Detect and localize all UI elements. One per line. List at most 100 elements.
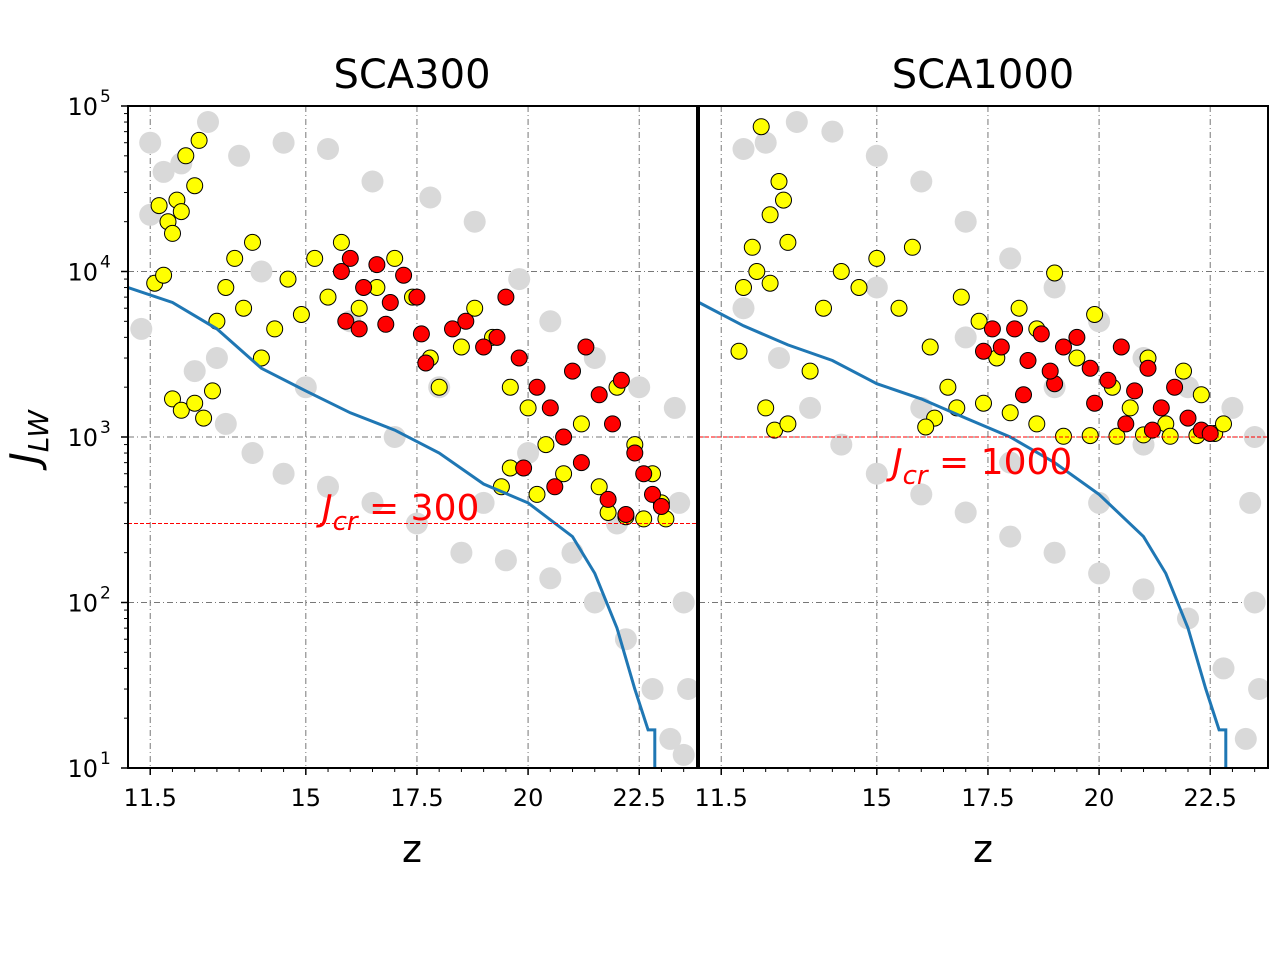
grid <box>128 106 697 769</box>
scatter-point <box>1081 359 1099 377</box>
scatter-point <box>228 144 251 167</box>
scatter-point <box>472 491 495 514</box>
scatter-point <box>865 144 888 167</box>
scatter-point <box>150 197 168 215</box>
scatter-point <box>644 485 661 503</box>
scatter-point <box>279 270 297 288</box>
scatter-point <box>528 485 546 503</box>
scatter-point <box>395 266 413 284</box>
scatter-point <box>272 462 295 485</box>
scatter-point <box>272 131 295 154</box>
scatter-point <box>668 491 691 514</box>
scatter-point <box>850 279 868 296</box>
scatter-point <box>1175 362 1192 380</box>
scatter-point <box>1221 396 1244 419</box>
y-tick-exponent: 3 <box>100 418 111 438</box>
scatter-point <box>1019 352 1037 369</box>
panel-sca1000: SCA1000 z Jcr = 1000 11.5 15 17.5 20 22.5 <box>695 52 1269 871</box>
scatter-point <box>217 279 235 296</box>
scatter-point <box>1028 415 1046 433</box>
scatter-point <box>1112 338 1130 356</box>
scatter-point <box>628 376 651 399</box>
curve-line <box>699 301 1228 768</box>
scatter-point <box>890 299 908 317</box>
scatter-point <box>475 338 493 356</box>
scatter-point <box>337 312 355 330</box>
scatter-point <box>537 436 555 454</box>
scatter-point <box>450 541 473 564</box>
scatter-point <box>494 549 517 572</box>
scatter-point <box>1088 491 1111 514</box>
threshold-label: Jcr = 300 <box>316 488 479 537</box>
points-candidates <box>730 118 1232 445</box>
scatter-point <box>1234 727 1257 750</box>
scatter-point <box>970 312 988 330</box>
points-candidates <box>146 131 675 528</box>
scatter-point <box>1001 404 1019 422</box>
scatter-point <box>1132 578 1155 601</box>
scatter-point <box>186 177 204 195</box>
curve-line <box>128 286 657 768</box>
scatter-point <box>635 465 653 483</box>
scatter-point <box>408 288 426 306</box>
scatter-point <box>186 394 204 412</box>
threshold-subscript: cr <box>903 461 930 491</box>
scatter-point <box>779 415 797 433</box>
scatter-point <box>663 396 686 419</box>
scatter-point <box>252 349 270 367</box>
x-axis-label: z <box>973 827 993 871</box>
scatter-point <box>361 170 384 193</box>
scatter-point <box>954 326 977 349</box>
scatter-point <box>244 233 261 251</box>
scatter-point <box>555 465 573 483</box>
scatter-point <box>350 320 368 338</box>
scatter-point <box>250 260 273 283</box>
scatter-point <box>1126 382 1144 400</box>
points-all-halos <box>130 111 697 766</box>
scatter-point <box>830 433 853 456</box>
scatter-point <box>1139 359 1157 377</box>
scatter-point <box>381 294 399 311</box>
scatter-point <box>1152 399 1170 417</box>
scatter-point <box>155 266 173 284</box>
scatter-point <box>555 428 573 446</box>
x-tick-label: 15 <box>291 784 322 812</box>
scatter-point <box>164 390 181 408</box>
scatter-point <box>1192 386 1210 404</box>
scatter-point <box>1055 427 1072 445</box>
scatter-point <box>903 238 921 256</box>
scatter-point <box>801 362 819 380</box>
scatter-point <box>730 342 748 360</box>
scatter-point <box>1121 399 1139 417</box>
scatter-point <box>541 399 559 417</box>
scatter-point <box>604 415 621 433</box>
scatter-point <box>130 317 153 340</box>
scatter-point <box>1099 371 1117 389</box>
scatter-point <box>954 210 977 233</box>
scatter-point <box>412 325 430 343</box>
scatter-point <box>748 263 766 280</box>
scatter-point <box>732 138 755 160</box>
scatter-point <box>152 160 175 183</box>
curve-series <box>699 301 1228 768</box>
scatter-point <box>821 120 844 143</box>
scatter-point <box>319 288 337 306</box>
scatter-point <box>564 362 581 380</box>
scatter-point <box>172 203 190 221</box>
scatter-point <box>539 310 562 333</box>
y-axis-label: JLW <box>2 409 55 471</box>
axes-frame <box>698 105 1269 769</box>
scatter-point <box>452 338 470 356</box>
scatter-point <box>1215 415 1232 433</box>
scatter-point <box>832 263 850 280</box>
scatter-point <box>417 354 435 372</box>
scatter-point <box>939 378 957 396</box>
scatter-point <box>599 490 617 508</box>
scatter-point <box>761 206 779 224</box>
scatter-point <box>197 111 219 133</box>
scatter-point <box>672 591 695 614</box>
scatter-point <box>501 378 519 396</box>
points-all-halos <box>732 111 1268 750</box>
scatter-point <box>1086 394 1104 412</box>
